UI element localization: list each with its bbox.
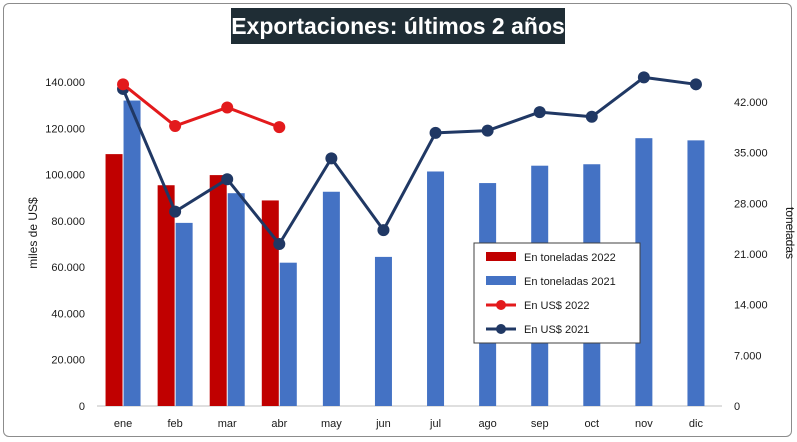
y2-tick-label: 14.000 [734, 300, 768, 312]
legend-label: En toneladas 2021 [524, 276, 616, 288]
y-axis-label: miles de US$ [26, 197, 40, 269]
x-tick-label: jun [375, 418, 391, 430]
y-tick-label: 100.000 [45, 170, 85, 182]
legend-swatch [486, 252, 516, 261]
x-tick-label: oct [584, 418, 599, 430]
bar [322, 191, 340, 406]
legend-label: En US$ 2021 [524, 324, 589, 336]
bar [105, 154, 123, 406]
x-tick-label: mar [218, 418, 237, 430]
y2-tick-label: 0 [734, 401, 740, 413]
y2-tick-label: 7.000 [734, 350, 762, 362]
y-tick-label: 120.000 [45, 123, 85, 135]
bar [175, 222, 193, 406]
y-tick-label: 20.000 [51, 355, 85, 367]
data-point [169, 119, 182, 132]
data-point [221, 173, 234, 186]
legend-marker [496, 324, 506, 334]
x-tick-label: feb [167, 418, 182, 430]
x-tick-label: dic [689, 418, 704, 430]
y-tick-label: 80.000 [51, 216, 85, 228]
legend-swatch [486, 276, 516, 285]
data-point [377, 224, 390, 237]
legend-label: En toneladas 2022 [524, 252, 616, 264]
data-point [585, 110, 598, 123]
data-point [481, 124, 494, 137]
data-point [429, 126, 442, 139]
bar [227, 193, 245, 406]
series-line [122, 83, 280, 129]
chart-title: Exportaciones: últimos 2 años [231, 8, 565, 44]
bar [687, 140, 705, 406]
data-point [273, 238, 286, 250]
y2-axis-label: toneladas [783, 207, 797, 259]
bar [427, 171, 445, 406]
bar [279, 262, 297, 406]
y-tick-label: 60.000 [51, 262, 85, 274]
bar [374, 256, 392, 406]
data-point [325, 152, 338, 165]
legend-marker [496, 300, 506, 310]
x-tick-label: ene [114, 418, 132, 430]
x-tick-label: may [321, 418, 342, 430]
y2-tick-label: 21.000 [734, 249, 768, 261]
x-tick-label: nov [635, 418, 653, 430]
bar [157, 185, 175, 406]
bar [261, 200, 279, 406]
data-point [273, 121, 286, 134]
x-tick-label: sep [531, 418, 549, 430]
bar [209, 175, 227, 406]
data-point [689, 78, 702, 91]
axes: 0 20.000 40.000 60.000 80.000 100.000 120.000 1… [45, 77, 767, 430]
y-tick-label: 140.000 [45, 77, 85, 89]
data-point [221, 101, 234, 114]
legend-label: En US$ 2022 [524, 300, 589, 312]
series-line [121, 75, 697, 246]
y2-tick-label: 35.000 [734, 148, 768, 160]
data-point [533, 106, 546, 119]
data-point [169, 205, 182, 218]
x-tick-label: jul [429, 418, 441, 430]
y-tick-label: 0 [79, 401, 85, 413]
legend: En toneladas 2022 En toneladas 2021 En US$… [473, 242, 641, 344]
x-tick-label: abr [271, 418, 287, 430]
line-layer [117, 71, 702, 250]
y2-tick-label: 42.000 [734, 97, 768, 109]
x-tick-label: ago [478, 418, 496, 430]
bar-layer [105, 100, 705, 407]
y-tick-label: 40.000 [51, 308, 85, 320]
bar [123, 100, 141, 407]
data-point [637, 71, 650, 84]
data-point [117, 78, 130, 91]
y2-tick-label: 28.000 [734, 198, 768, 210]
